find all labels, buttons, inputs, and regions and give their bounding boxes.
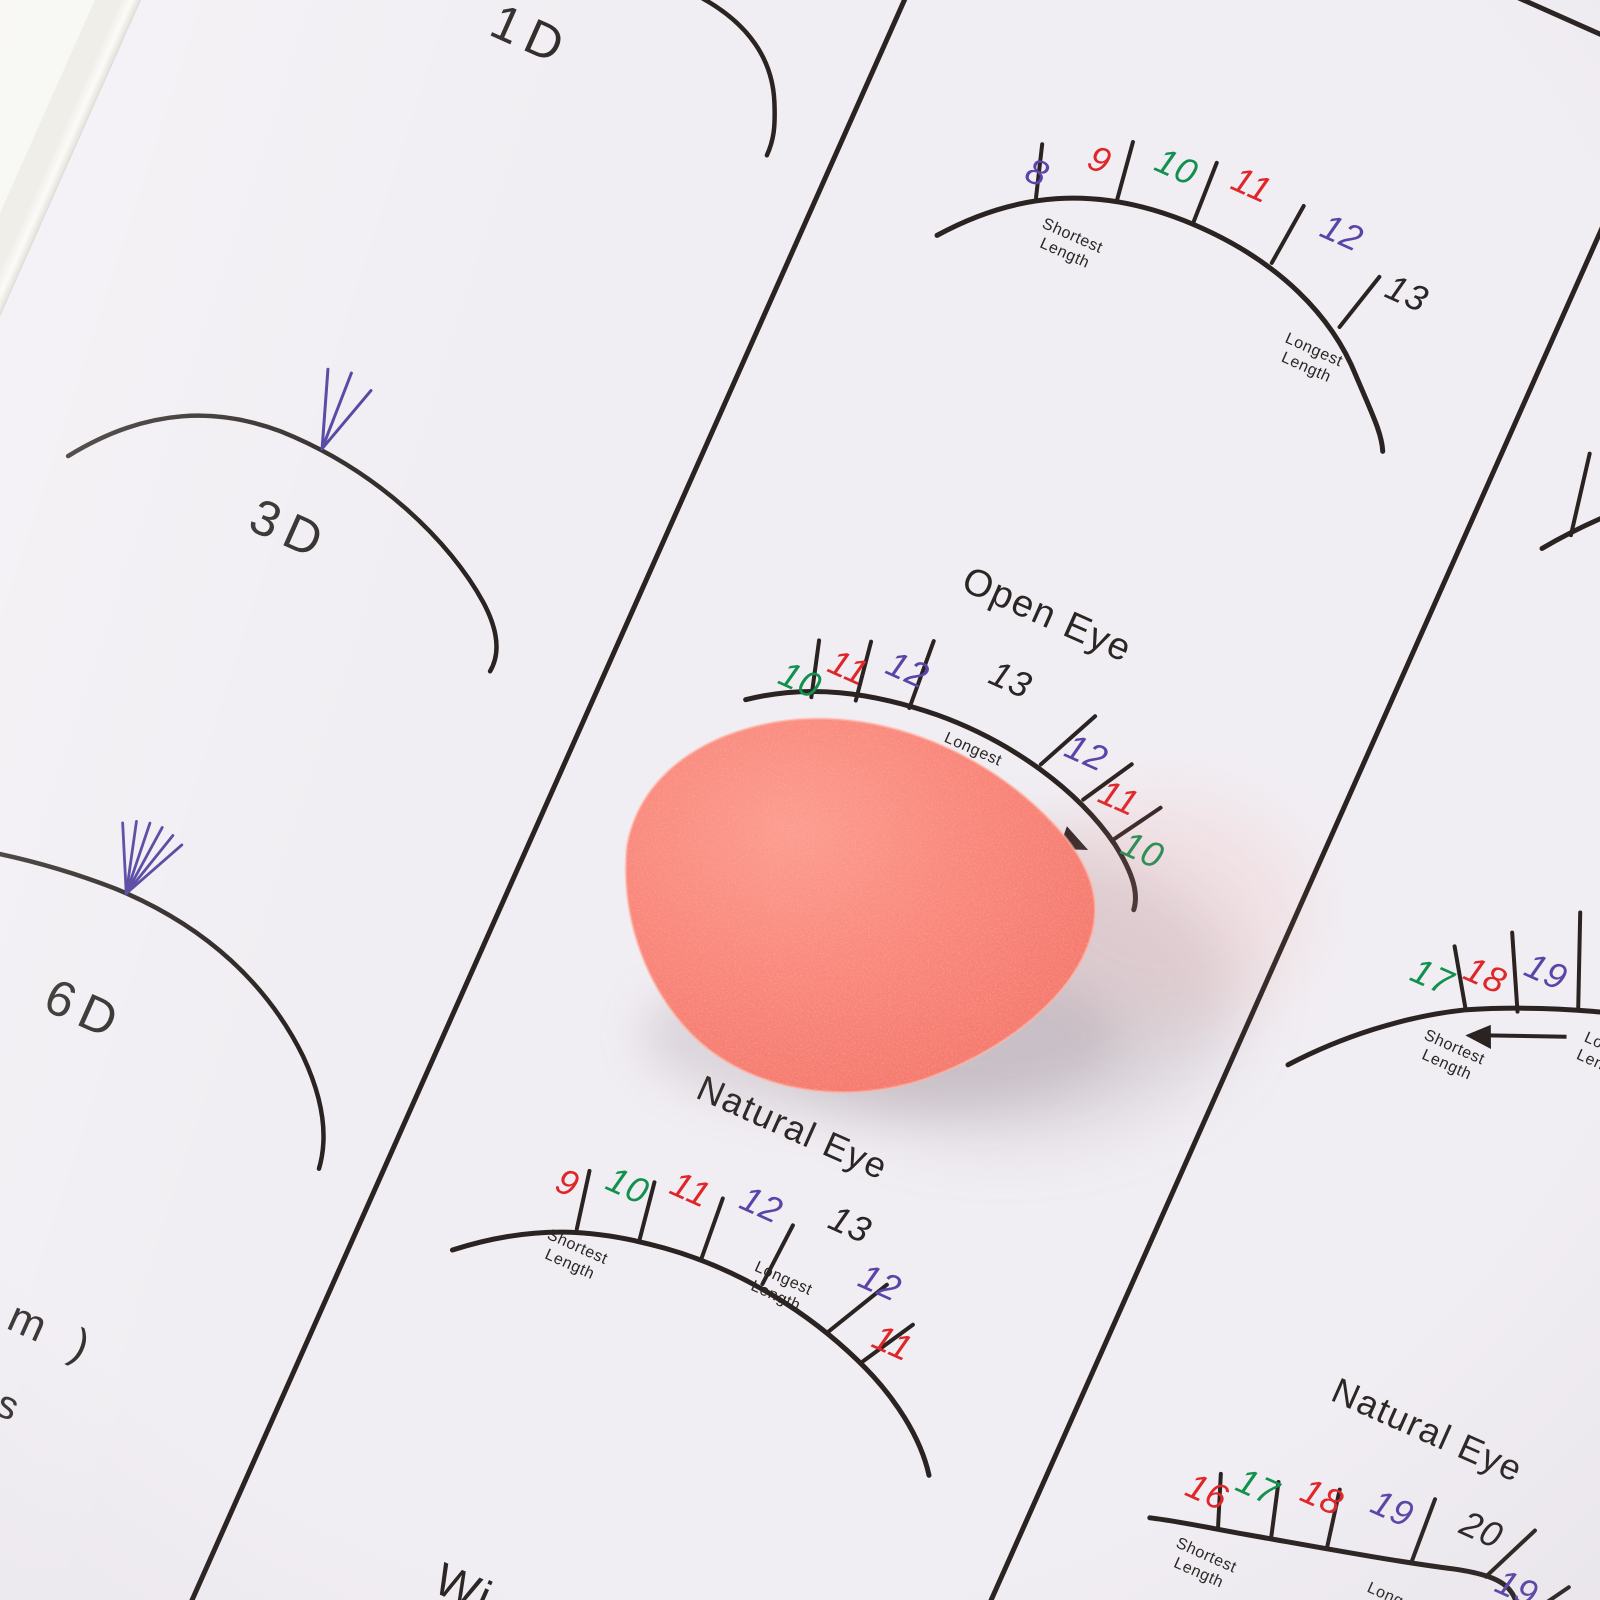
lash-fan-6-icon bbox=[121, 820, 184, 895]
lash-map-8-13: 8 9 10 11 12 13 Shortest Length Longest … bbox=[789, 6, 1553, 668]
lash-map-3d: 3D bbox=[5, 259, 622, 724]
eye-curve-17-19 bbox=[1285, 910, 1600, 1068]
lash-map-6d: 6D bbox=[0, 663, 463, 1193]
eye-curve-6d bbox=[0, 820, 326, 1171]
lash-map-1d: 1D bbox=[251, 0, 860, 221]
eye-curve-8-13 bbox=[934, 139, 1386, 454]
lash-map-17-19: 17 18 19 Shortest Length Longest Length bbox=[1239, 794, 1600, 1231]
length-ticks bbox=[1452, 910, 1583, 1014]
lash-fan-3-icon bbox=[320, 367, 373, 451]
length-ticks bbox=[574, 1168, 915, 1365]
partial-text-wi: Wi bbox=[427, 1552, 501, 1600]
lash-map-natural-eye-right: Natural Eye 16 17 18 19 20 19 Shortest L… bbox=[1050, 1275, 1600, 1600]
lash-map-fragment bbox=[1495, 423, 1600, 634]
makeup-sponge bbox=[590, 690, 1150, 1110]
length-ticks bbox=[1034, 139, 1382, 330]
shortest-direction-arrow bbox=[1465, 1024, 1567, 1050]
eye-curve-fragment bbox=[1539, 451, 1600, 552]
makeup-sponge-shape bbox=[624, 717, 1097, 1094]
length-ticks bbox=[809, 638, 1163, 842]
eye-curve-3d bbox=[65, 367, 499, 674]
partial-text-s: s bbox=[0, 1381, 26, 1430]
lash-map-natural-eye-mid: Natural Eye 9 10 11 12 13 12 11 Shortest… bbox=[372, 930, 1119, 1556]
eye-curve-1d bbox=[313, 0, 777, 158]
eye-curve-natural-eye-16-20 bbox=[1147, 1471, 1571, 1600]
partial-text-mm: m m ) bbox=[0, 1264, 107, 1375]
eye-curve-natural-eye bbox=[449, 1168, 932, 1478]
length-ticks bbox=[1215, 1471, 1571, 1600]
